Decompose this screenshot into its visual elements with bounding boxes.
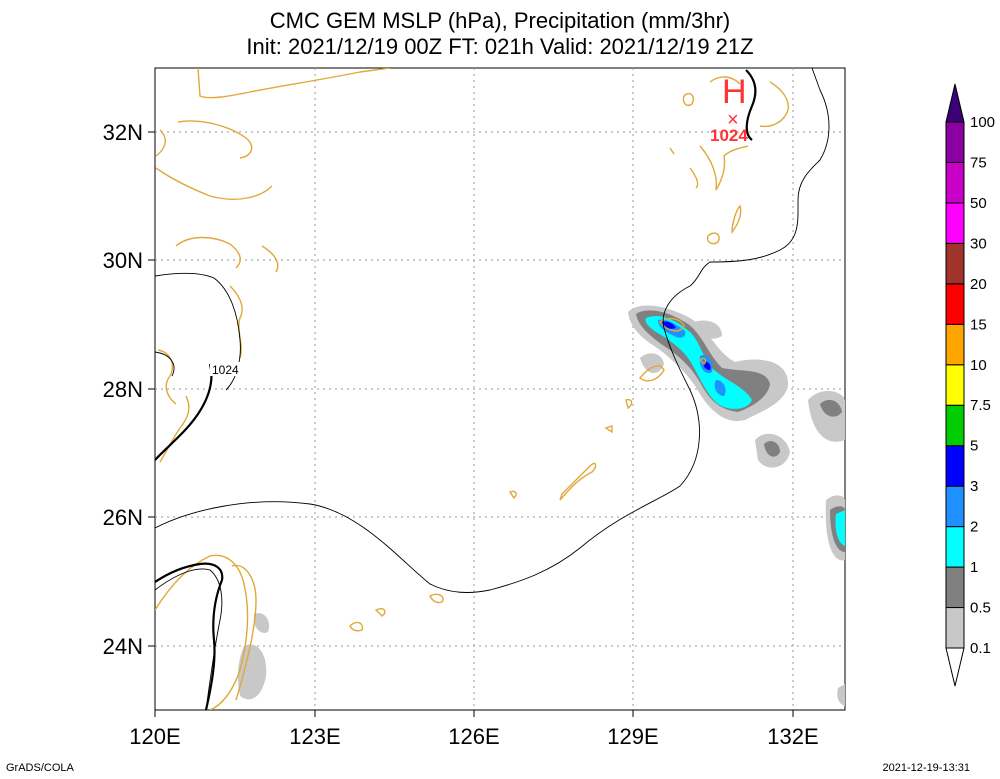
colorbar-label: 15: [970, 316, 987, 333]
lon-label-123e: 123E: [289, 724, 340, 749]
lat-label-24n: 24N: [103, 634, 143, 659]
colorbar-segment: [945, 485, 965, 528]
high-letter: H: [722, 73, 747, 111]
colorbar-segment: [945, 445, 965, 487]
lon-label-126e: 126E: [448, 724, 499, 749]
isobars-thin: [155, 68, 830, 710]
colorbar-segment: [945, 404, 965, 447]
colorbar-segment: [945, 364, 965, 406]
lat-label-28n: 28N: [103, 377, 143, 402]
colorbar-label: 10: [970, 357, 987, 374]
lat-label-32n: 32N: [103, 120, 143, 145]
footer-credit: GrADS/COLA: [6, 762, 74, 774]
map-subtitle: Init: 2021/12/19 00Z FT: 021h Valid: 202…: [246, 34, 754, 59]
lat-label-26n: 26N: [103, 505, 143, 530]
lon-label-120e: 120E: [129, 724, 180, 749]
colorbar-segment: [945, 121, 965, 163]
high-pressure-marker: H × 1024: [710, 73, 748, 145]
colorbar-label: 20: [970, 276, 987, 293]
colorbar-label: 3: [970, 478, 978, 495]
colorbar-label: 30: [970, 235, 987, 252]
footer-timestamp: 2021-12-19-13:31: [882, 762, 970, 774]
isobar-label: 1024: [212, 363, 239, 377]
gridlines: [155, 68, 845, 710]
colorbar-segment: [945, 566, 965, 609]
colorbar-label: 2: [970, 519, 978, 536]
colorbar-segment: [945, 161, 965, 204]
isobars-thick: [155, 69, 757, 710]
colorbar-label: 100: [970, 114, 995, 131]
colorbar-label: 75: [970, 154, 987, 171]
colorbar-segment: [945, 242, 965, 285]
lat-label-30n: 30N: [103, 248, 143, 273]
colorbar-segment: [945, 647, 965, 687]
colorbar-label: 5: [970, 438, 978, 455]
colorbar-label: 1: [970, 559, 978, 576]
coastlines: [155, 68, 789, 710]
precipitation-field: [237, 305, 845, 706]
high-center-symbol: ×: [727, 109, 739, 131]
high-pressure-value: 1024: [710, 126, 748, 145]
colorbar-segment: [945, 202, 965, 244]
colorbar-label: 0.1: [970, 640, 991, 657]
colorbar-label: 0.5: [970, 600, 991, 617]
colorbar-segment: [945, 283, 965, 325]
lon-label-132e: 132E: [767, 724, 818, 749]
colorbar-segment: [945, 526, 965, 568]
colorbar-label: 7.5: [970, 397, 991, 414]
colorbar-segment: [945, 83, 965, 123]
lon-label-129e: 129E: [607, 724, 658, 749]
colorbar-segment: [945, 607, 965, 649]
colorbar-segment: [945, 323, 965, 366]
axis-ticks: [148, 131, 794, 717]
map-title: CMC GEM MSLP (hPa), Precipitation (mm/3h…: [269, 8, 731, 33]
colorbar-label: 50: [970, 195, 987, 212]
colorbar: 0.1 0.5 1 2 3 5 7.5 10 15 20 30 50 75 100: [945, 83, 995, 687]
